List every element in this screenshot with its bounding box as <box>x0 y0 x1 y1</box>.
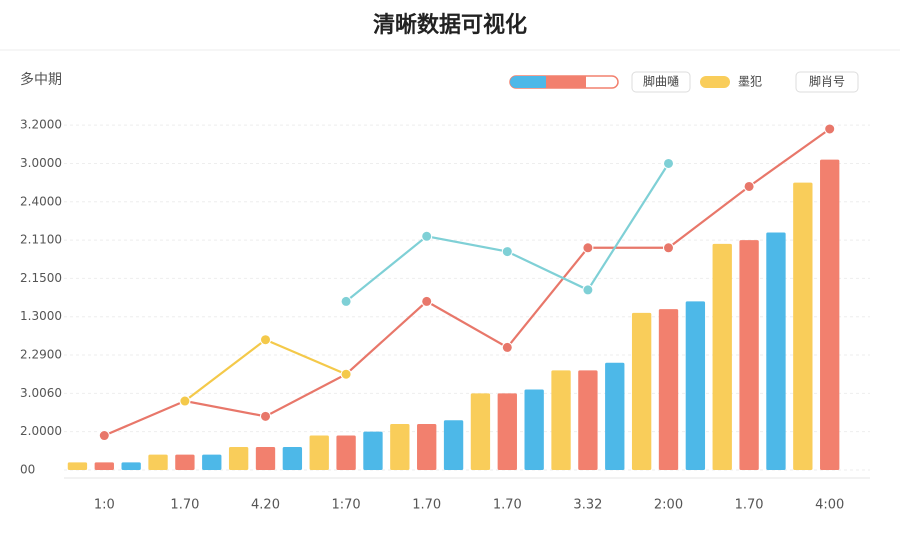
line-point <box>340 295 352 307</box>
bar <box>175 454 195 470</box>
y-tick-label: 3.0060 <box>20 386 62 400</box>
line-point <box>421 230 433 242</box>
line-point <box>582 284 594 296</box>
x-tick-label: 1.70 <box>735 498 764 513</box>
x-tick-label: 4:00 <box>815 498 844 513</box>
bar <box>309 435 329 470</box>
bar <box>255 447 276 470</box>
bar <box>739 240 759 470</box>
y-tick-label: 2.0000 <box>20 424 62 438</box>
line-point <box>663 242 674 254</box>
line-point <box>98 430 110 442</box>
bar <box>363 431 383 470</box>
y-tick-label: 2.4000 <box>20 194 62 208</box>
line <box>345 162 670 303</box>
line-point <box>824 123 836 135</box>
bar <box>121 462 141 470</box>
x-tick-label: 1:0 <box>94 498 115 513</box>
x-tick-label: 3.32 <box>573 498 602 513</box>
x-tick-label: 1:70 <box>331 498 360 513</box>
line-point <box>501 246 513 258</box>
x-tick-label: 1.70 <box>412 498 441 513</box>
bar <box>148 454 168 470</box>
line <box>103 128 831 437</box>
bar <box>443 420 464 470</box>
bar <box>94 462 114 470</box>
y-tick-label: 1.3000 <box>20 309 62 323</box>
bar <box>470 393 491 470</box>
bar <box>631 312 652 470</box>
x-tick-label: 1.70 <box>493 498 522 513</box>
y-tick-label: 2.2900 <box>20 348 62 362</box>
bar <box>658 309 679 470</box>
line-point <box>179 395 191 407</box>
line <box>184 338 347 402</box>
y-tick-label: 2.1500 <box>20 271 62 285</box>
bar <box>336 435 356 470</box>
bar <box>578 370 598 470</box>
line-point <box>582 242 594 254</box>
bar <box>228 447 249 470</box>
bar <box>820 159 840 471</box>
line-point <box>260 410 271 422</box>
legend-label: 脚肖号 <box>809 74 845 89</box>
bar <box>551 370 571 470</box>
y-tick-label: 2.1100 <box>20 233 62 247</box>
y-tick-label: 3.2000 <box>20 118 62 132</box>
legend-box <box>795 71 859 93</box>
bar <box>497 393 517 470</box>
legend-pill-blue <box>510 76 550 88</box>
line-point <box>421 295 433 307</box>
y-tick-label: 3.0000 <box>20 156 62 170</box>
bar <box>524 389 544 470</box>
bar <box>282 447 303 470</box>
bar <box>67 462 88 470</box>
x-tick-label: 4.20 <box>251 498 280 513</box>
line-point <box>260 334 271 346</box>
y-axis-label: 多中期 <box>20 71 62 88</box>
line-point <box>340 368 352 380</box>
bar <box>605 362 625 470</box>
line-point <box>663 157 674 169</box>
bar <box>793 182 813 470</box>
line-point <box>743 180 755 192</box>
bar <box>766 232 786 470</box>
y-tick-label: 00 <box>20 463 35 477</box>
bar <box>712 243 732 470</box>
chart-title: 清晰数据可视化 <box>373 12 527 38</box>
legend-pill-red <box>546 76 586 88</box>
bar <box>202 454 222 470</box>
legend-label: 墨犯 <box>738 75 762 89</box>
legend-box <box>631 71 691 93</box>
x-tick-label: 1.70 <box>170 498 199 513</box>
bar <box>390 424 410 470</box>
x-tick-label: 2:00 <box>654 498 683 513</box>
bar <box>417 424 437 470</box>
legend-swatch <box>700 76 730 88</box>
bar <box>685 301 706 470</box>
line-point <box>501 341 513 353</box>
legend-label: 脚曲嗵 <box>643 74 679 89</box>
